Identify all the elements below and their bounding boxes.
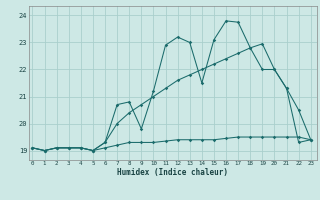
X-axis label: Humidex (Indice chaleur): Humidex (Indice chaleur) [117,168,228,177]
